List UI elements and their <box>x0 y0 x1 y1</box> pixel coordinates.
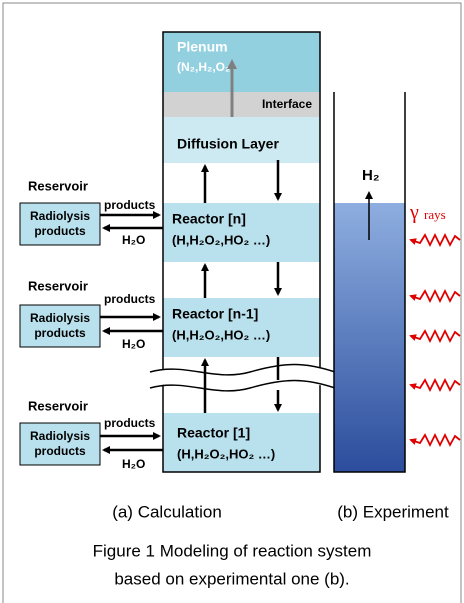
interface-label: Interface <box>262 97 312 111</box>
liquid <box>334 203 405 472</box>
box-text: products <box>34 326 86 340</box>
out-label: products <box>104 198 156 212</box>
reservoir-title: Reservoir <box>28 398 88 413</box>
in-label: H₂O <box>122 233 145 247</box>
diffusion-layer <box>163 117 320 163</box>
figure-caption: based on experimental one (b). <box>114 569 349 588</box>
reservoir-box <box>19 422 101 466</box>
out-label: products <box>104 416 156 430</box>
flow-arrows <box>201 160 282 413</box>
plenum-title: Plenum <box>177 39 228 55</box>
reactor-label: Reactor [1] <box>177 425 250 441</box>
in-label: H₂O <box>122 337 145 351</box>
plenum-species: (N₂,H₂,O₂) <box>177 60 234 74</box>
interface-band <box>163 92 320 117</box>
reactor-label: Reactor [n-1] <box>172 306 258 322</box>
reactor-species: (H,H₂O₂,HO₂ …) <box>172 232 270 247</box>
break <box>150 364 335 391</box>
reservoir-group: Reservoir Radiolysis products products H… <box>19 178 156 471</box>
vessel <box>333 92 406 473</box>
reactor <box>163 413 320 472</box>
reactor <box>163 298 320 357</box>
box-text: products <box>34 224 86 238</box>
exchange-arrows <box>100 211 163 454</box>
figure-caption: Figure 1 Modeling of reaction system <box>93 541 372 560</box>
gas-label: H₂ <box>362 167 380 184</box>
caption-b: (b) Experiment <box>337 502 449 521</box>
box-text: Radiolysis <box>30 311 90 325</box>
reactor <box>163 203 320 262</box>
reactor-species: (H,H₂O₂,HO₂ …) <box>177 446 275 461</box>
column-border <box>162 31 321 473</box>
box-text: Radiolysis <box>30 429 90 443</box>
plenum <box>163 32 320 92</box>
box-text: products <box>34 444 86 458</box>
reactor-label: Reactor [n] <box>172 211 246 227</box>
radiation <box>409 232 461 448</box>
box-text: Radiolysis <box>30 209 90 223</box>
diffusion-label: Diffusion Layer <box>177 136 279 152</box>
reactor-species: (H,H₂O₂,HO₂ …) <box>172 327 270 342</box>
caption-a: (a) Calculation <box>112 502 222 521</box>
reservoir-box <box>19 304 101 348</box>
reservoir-title: Reservoir <box>28 178 88 193</box>
gamma: γ <box>409 202 419 224</box>
in-label: H₂O <box>122 457 145 471</box>
out-label: products <box>104 292 156 306</box>
break-line <box>149 363 336 392</box>
reservoir-title: Reservoir <box>28 278 88 293</box>
rays: rays <box>424 207 446 222</box>
reservoir-box <box>19 202 101 246</box>
